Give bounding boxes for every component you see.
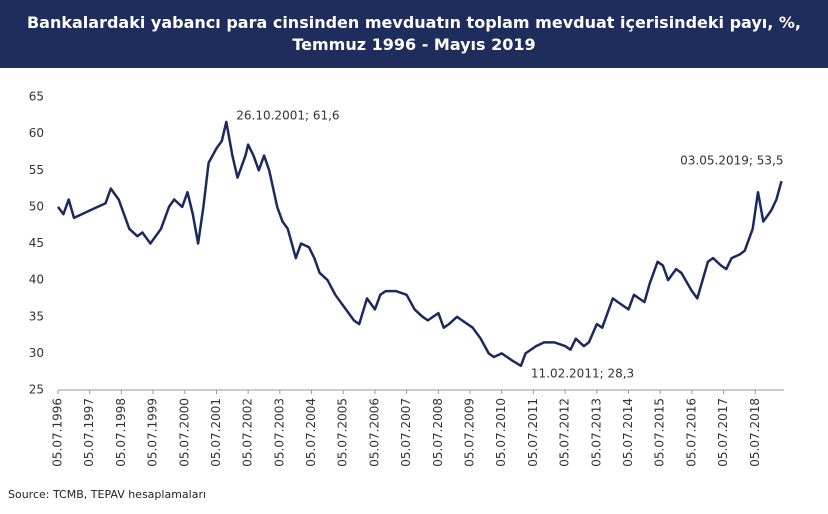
x-tick-label: 05.07.2000: [177, 398, 191, 467]
x-tick-label: 05.07.2008: [431, 398, 445, 467]
x-tick-label: 05.07.2010: [494, 398, 508, 467]
annotation: 11.02.2011; 28,3: [531, 366, 634, 380]
x-tick-label: 05.07.1999: [146, 398, 160, 467]
x-tick-label: 05.07.2016: [684, 398, 698, 467]
y-tick-label: 35: [29, 309, 44, 323]
x-tick-label: 05.07.1998: [114, 398, 128, 467]
y-tick-label: 55: [29, 163, 44, 177]
y-tick-label: 40: [29, 273, 44, 287]
y-tick-label: 50: [29, 199, 44, 213]
x-tick-label: 05.07.2003: [272, 398, 286, 467]
x-tick-label: 05.07.2001: [209, 398, 223, 467]
x-tick-label: 05.07.2011: [526, 398, 540, 467]
x-tick-label: 05.07.1996: [51, 398, 65, 467]
x-tick-label: 05.07.2015: [653, 398, 667, 467]
y-tick-label: 65: [29, 90, 44, 104]
x-tick-label: 05.07.2009: [463, 398, 477, 467]
header: Bankalardaki yabancı para cinsinden mevd…: [0, 0, 828, 68]
chart-title: Bankalardaki yabancı para cinsinden mevd…: [26, 13, 801, 54]
x-tick-label: 05.07.2013: [589, 398, 603, 467]
x-tick-label: 05.07.2002: [241, 398, 255, 467]
x-tick-label: 05.07.2004: [304, 398, 318, 467]
source: Source: TCMB, TEPAV hesaplamaları: [8, 488, 207, 501]
x-tick-label: 05.07.2012: [558, 398, 572, 467]
x-tick-label: 05.07.2017: [716, 398, 730, 467]
x-tick-label: 05.07.2007: [399, 398, 413, 467]
y-tick-label: 30: [29, 346, 44, 360]
y-tick-label: 45: [29, 236, 44, 250]
x-tick-label: 05.07.2014: [621, 398, 635, 467]
x-tick-label: 05.07.1997: [82, 398, 96, 467]
x-tick-label: 05.07.2005: [336, 398, 350, 467]
y-tick-label: 25: [29, 383, 44, 397]
x-tick-label: 05.07.2006: [367, 398, 381, 467]
y-tick-label: 60: [29, 126, 44, 140]
annotation: 03.05.2019; 53,5: [680, 154, 783, 168]
x-tick-label: 05.07.2018: [748, 398, 762, 467]
line: [56, 120, 783, 368]
annotation: 26.10.2001; 61,6: [236, 108, 339, 122]
